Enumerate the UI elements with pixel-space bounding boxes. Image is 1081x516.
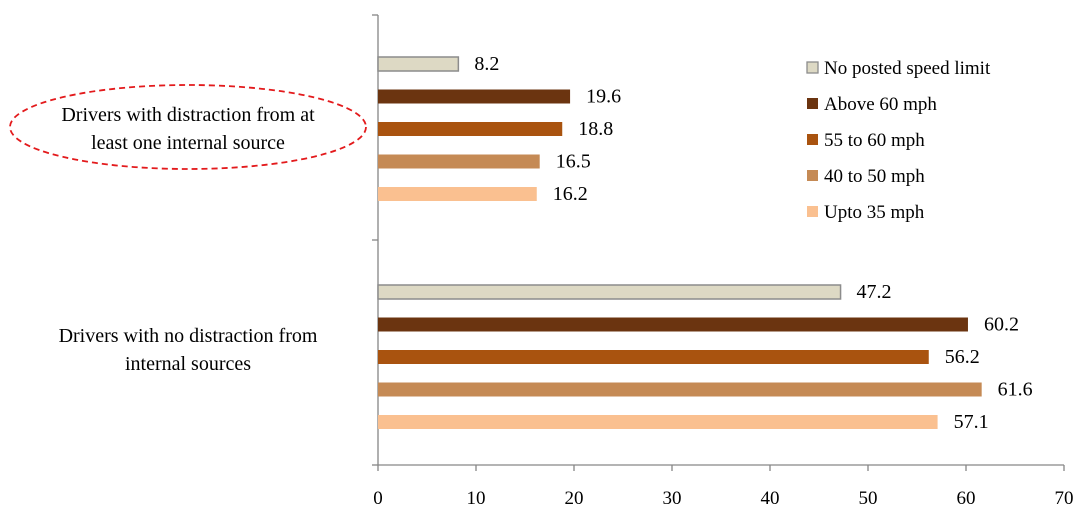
data-label: 61.6 <box>998 379 1033 401</box>
bar <box>378 415 938 429</box>
x-tick-label: 10 <box>467 488 486 509</box>
bar <box>378 382 982 397</box>
data-label: 19.6 <box>586 86 621 108</box>
bar <box>378 154 540 169</box>
legend-swatch <box>807 134 818 145</box>
bar <box>378 187 537 201</box>
x-tick-label: 50 <box>859 488 878 509</box>
category-label: internal sources <box>125 353 251 375</box>
category-label: Drivers with no distraction from <box>59 325 318 347</box>
data-label: 47.2 <box>857 281 892 303</box>
data-label: 8.2 <box>474 53 499 75</box>
legend: No posted speed limit Above 60 mph 55 to 6… <box>806 58 991 223</box>
legend-swatch <box>807 98 818 109</box>
axes: 0 10 20 30 40 50 60 70 <box>372 14 1074 509</box>
bar <box>377 284 842 300</box>
legend-label: Above 60 mph <box>824 94 937 115</box>
bars <box>377 56 982 429</box>
bar <box>377 56 460 72</box>
legend-label: 55 to 60 mph <box>824 130 925 151</box>
data-label: 56.2 <box>945 346 980 368</box>
x-tick-label: 20 <box>565 488 584 509</box>
x-tick-label: 70 <box>1055 488 1074 509</box>
legend-swatch <box>807 170 818 181</box>
data-label: 18.8 <box>578 118 613 140</box>
legend-label: No posted speed limit <box>824 58 991 79</box>
legend-label: 40 to 50 mph <box>824 166 925 187</box>
data-label: 16.5 <box>556 151 591 173</box>
data-labels: 8.2 19.6 18.8 16.5 16.2 47.2 60.256.2 61.6 57.1 <box>474 53 1032 433</box>
x-tick-label: 0 <box>373 488 383 509</box>
category-label: Drivers with distraction from at <box>61 104 315 126</box>
category-label: least one internal source <box>91 132 285 154</box>
legend-swatch <box>807 206 818 217</box>
x-tick-label: 60 <box>957 488 976 509</box>
data-label: 16.2 <box>553 183 588 205</box>
bar <box>378 317 968 332</box>
x-tick-label: 40 <box>761 488 780 509</box>
legend-swatch <box>806 61 819 74</box>
data-label: 60.2 <box>984 314 1019 336</box>
legend-label: Upto 35 mph <box>824 202 925 223</box>
data-label: 57.1 <box>954 411 989 433</box>
x-tick-label: 30 <box>663 488 682 509</box>
highlight-ellipse <box>9 84 367 170</box>
category-labels: Drivers with distraction from at least on… <box>9 84 367 375</box>
bar <box>378 122 563 136</box>
bar <box>378 89 571 104</box>
bar <box>378 350 929 364</box>
